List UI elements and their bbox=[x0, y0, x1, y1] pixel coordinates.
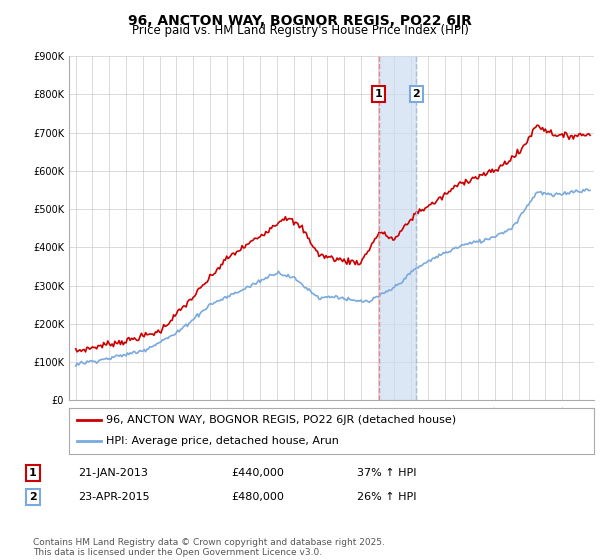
Text: Price paid vs. HM Land Registry's House Price Index (HPI): Price paid vs. HM Land Registry's House … bbox=[131, 24, 469, 37]
Text: 2: 2 bbox=[412, 89, 420, 99]
Text: 2: 2 bbox=[29, 492, 37, 502]
Text: 37% ↑ HPI: 37% ↑ HPI bbox=[357, 468, 416, 478]
Text: £480,000: £480,000 bbox=[231, 492, 284, 502]
Text: £440,000: £440,000 bbox=[231, 468, 284, 478]
Text: 96, ANCTON WAY, BOGNOR REGIS, PO22 6JR (detached house): 96, ANCTON WAY, BOGNOR REGIS, PO22 6JR (… bbox=[106, 415, 456, 425]
Text: 26% ↑ HPI: 26% ↑ HPI bbox=[357, 492, 416, 502]
Text: 23-APR-2015: 23-APR-2015 bbox=[78, 492, 149, 502]
Text: 21-JAN-2013: 21-JAN-2013 bbox=[78, 468, 148, 478]
Text: 1: 1 bbox=[374, 89, 382, 99]
Text: HPI: Average price, detached house, Arun: HPI: Average price, detached house, Arun bbox=[106, 436, 338, 446]
Text: 96, ANCTON WAY, BOGNOR REGIS, PO22 6JR: 96, ANCTON WAY, BOGNOR REGIS, PO22 6JR bbox=[128, 14, 472, 28]
Bar bbox=[379, 56, 416, 400]
Text: 1: 1 bbox=[29, 468, 37, 478]
Text: Contains HM Land Registry data © Crown copyright and database right 2025.
This d: Contains HM Land Registry data © Crown c… bbox=[33, 538, 385, 557]
